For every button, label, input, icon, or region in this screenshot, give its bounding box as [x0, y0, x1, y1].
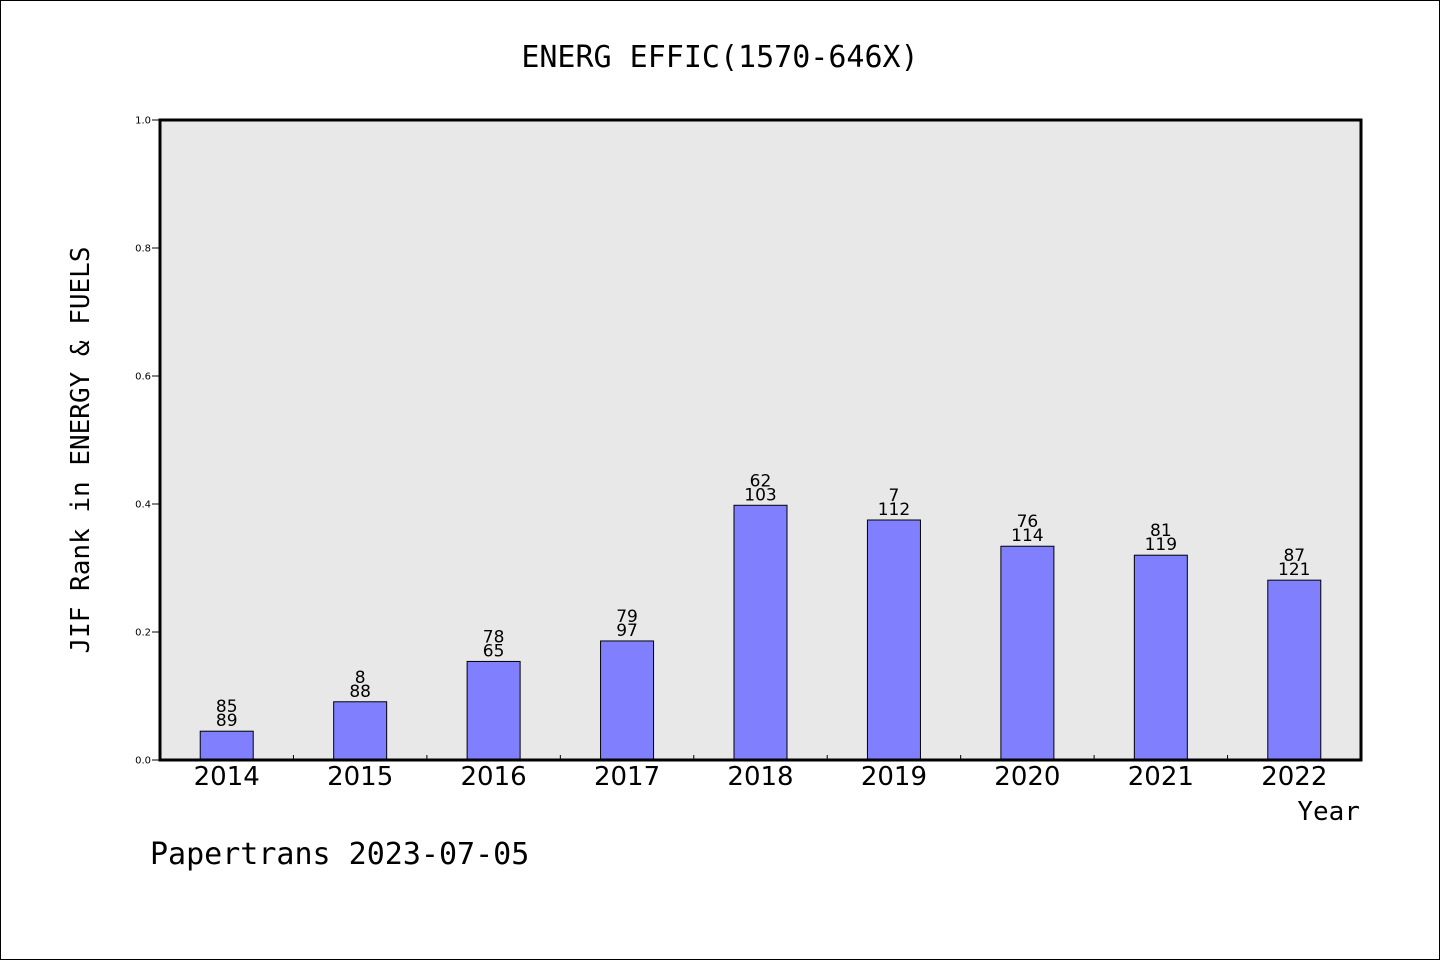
y-axis-label: JIF Rank in ENERGY & FUELS: [66, 247, 96, 654]
y-tick-label: 0.8: [135, 244, 151, 255]
x-tick-label: 2015: [327, 762, 393, 792]
bar-rank-label: 81: [1150, 521, 1172, 541]
y-tick-label: 1.0: [135, 116, 151, 127]
bar-rank-label: 62: [750, 471, 772, 491]
bar: [733, 504, 788, 761]
x-tick-label: 2019: [861, 762, 927, 792]
bar-total-label: 103: [744, 485, 776, 505]
bar-rank-label: 87: [1283, 546, 1305, 566]
bar: [1133, 554, 1188, 761]
bar-rank-label: 85: [216, 697, 238, 717]
bar: [1000, 545, 1055, 761]
x-tick-label: 2018: [727, 762, 793, 792]
x-tick-label: 2017: [594, 762, 660, 792]
x-axis: 2014 2015 2016 2017 2018 2019 2020 2021 2022: [194, 755, 1327, 792]
bar: [466, 660, 521, 761]
bar-total-label: 89: [216, 711, 238, 731]
bar-rank-label: 78: [483, 627, 505, 647]
footer-text: Papertrans 2023-07-05: [150, 837, 529, 872]
bar-total-label: 112: [878, 500, 910, 520]
x-tick-label: 2021: [1128, 762, 1194, 792]
bar-total-label: 97: [616, 621, 638, 641]
y-axis: 0.0 0.2 0.4 0.6 0.8 1.0: [135, 116, 160, 767]
y-tick-label: 0.4: [135, 500, 151, 511]
x-tick-label: 2014: [194, 762, 260, 792]
bar-total-label: 121: [1278, 560, 1310, 580]
y-tick-label: 0.0: [135, 756, 151, 767]
chart-title: ENERG EFFIC(1570-646X): [521, 40, 918, 75]
bar-rank-label: 79: [616, 607, 638, 627]
x-tick-label: 2022: [1261, 762, 1327, 792]
y-tick-label: 0.2: [135, 628, 151, 639]
x-tick-label: 2016: [461, 762, 527, 792]
plot-border: [158, 118, 1363, 762]
bar: [866, 519, 921, 761]
bar-total-label: 88: [349, 682, 371, 702]
bar: [600, 640, 655, 761]
bar-total-label: 114: [1011, 526, 1043, 546]
bar-total-label: 65: [483, 641, 505, 661]
bar-rank-label: 8: [355, 668, 366, 688]
bar-rank-label: 76: [1017, 512, 1039, 532]
bar: [333, 701, 388, 761]
x-tick-label: 2020: [994, 762, 1060, 792]
bar: [1267, 579, 1322, 761]
bar-total-label: 119: [1145, 535, 1177, 555]
bar-rank-label: 7: [889, 486, 900, 506]
bar: [199, 730, 254, 761]
x-axis-label: Year: [1297, 797, 1360, 827]
y-tick-label: 0.6: [135, 372, 151, 383]
